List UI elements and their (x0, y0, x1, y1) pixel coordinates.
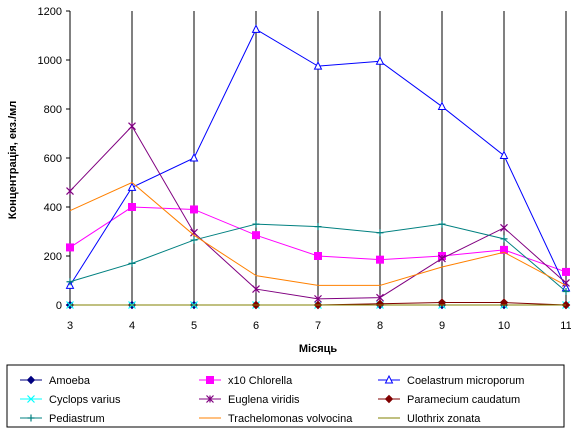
data-point (438, 254, 446, 263)
data-point (499, 298, 509, 307)
legend-swatch-marker (384, 394, 394, 404)
data-point (128, 122, 136, 131)
data-point (376, 229, 384, 237)
x-tick-label: 9 (439, 320, 445, 332)
data-point (66, 278, 74, 286)
legend-swatch-marker (206, 376, 214, 384)
data-point (314, 252, 322, 260)
x-tick-label: 7 (315, 320, 321, 332)
data-point (438, 220, 446, 228)
x-tick-label: 3 (67, 320, 73, 332)
data-point (376, 255, 384, 264)
legend-swatch-marker (27, 395, 35, 403)
data-point (500, 223, 508, 232)
legend-item: Trachelomonas volvocina (199, 413, 353, 425)
y-tick-label: 400 (44, 202, 62, 214)
data-point (437, 101, 447, 111)
data-point (252, 285, 260, 293)
x-tick-label: 5 (191, 320, 197, 332)
x-tick-label: 11 (560, 320, 571, 332)
data-point (562, 267, 570, 276)
legend-item: x10 Chlorella (199, 375, 293, 387)
data-point (252, 231, 260, 240)
y-tick-label: 200 (44, 251, 62, 263)
legend-item: Amoeba (20, 375, 91, 387)
data-point (375, 56, 385, 65)
legend-item: Coelastrum microporum (378, 374, 524, 387)
legend-swatch-marker (206, 395, 214, 403)
legend: Amoeba x10 Chlorella Coelastrum microporum… (20, 374, 524, 425)
data-point (251, 24, 261, 33)
x-tick-label: 6 (253, 320, 259, 332)
data-point (313, 61, 323, 70)
legend-label: Euglena viridis (228, 394, 300, 406)
data-point (562, 288, 570, 296)
data-point (189, 152, 199, 162)
legend-label: Pediastrum (49, 413, 105, 425)
data-point (437, 298, 447, 307)
data-point (499, 150, 509, 160)
series-6 (66, 220, 570, 296)
legend-label: Trachelomonas volvocina (228, 413, 353, 425)
series-7 (69, 181, 567, 286)
data-point (500, 245, 508, 254)
legend-swatch-marker (384, 374, 394, 384)
legend-item: Cyclops varius (20, 394, 121, 406)
legend-label: Coelastrum microporum (407, 375, 524, 387)
legend-item: Pediastrum (20, 413, 105, 425)
data-point (252, 220, 260, 228)
legend-item: Euglena viridis (199, 394, 300, 406)
data-point (375, 299, 385, 308)
data-point (127, 182, 137, 191)
legend-label: x10 Chlorella (228, 375, 293, 387)
plot-area: 0 200 400 600 800 1000 1200 3 4 5 6 7 8 9 10 11 (38, 6, 571, 332)
legend-item: Ulothrix zonata (378, 413, 481, 425)
y-tick-label: 1200 (38, 6, 62, 18)
y-tick-label: 0 (56, 300, 62, 312)
legend-label: Cyclops varius (49, 394, 121, 406)
data-point (66, 243, 74, 252)
series-2 (65, 24, 571, 292)
data-point (66, 187, 74, 195)
data-point (190, 236, 198, 244)
x-tick-label: 8 (377, 320, 383, 332)
x-axis-title: Місяць (299, 343, 338, 355)
legend-swatch-marker (26, 375, 36, 385)
y-tick-label: 600 (44, 153, 62, 165)
series-line (69, 181, 567, 286)
legend-label: Paramecium caudatum (407, 394, 520, 406)
data-point (128, 203, 136, 211)
x-tick-label: 10 (498, 320, 510, 332)
legend-item: Paramecium caudatum (378, 394, 520, 406)
data-point (314, 223, 322, 231)
data-point (500, 235, 508, 243)
y-tick-label: 800 (44, 104, 62, 116)
legend-label: Amoeba (49, 375, 91, 387)
legend-box (6, 364, 565, 428)
data-point (128, 259, 136, 267)
legend-swatch-marker (27, 414, 35, 422)
x-tick-label: 4 (129, 320, 135, 332)
series-5 (251, 298, 571, 310)
y-axis-title: Концентрація, екз./мл (7, 101, 19, 220)
y-tick-label: 1000 (38, 55, 62, 67)
series-4 (66, 122, 570, 303)
data-point (190, 205, 198, 214)
legend-label: Ulothrix zonata (407, 413, 481, 425)
